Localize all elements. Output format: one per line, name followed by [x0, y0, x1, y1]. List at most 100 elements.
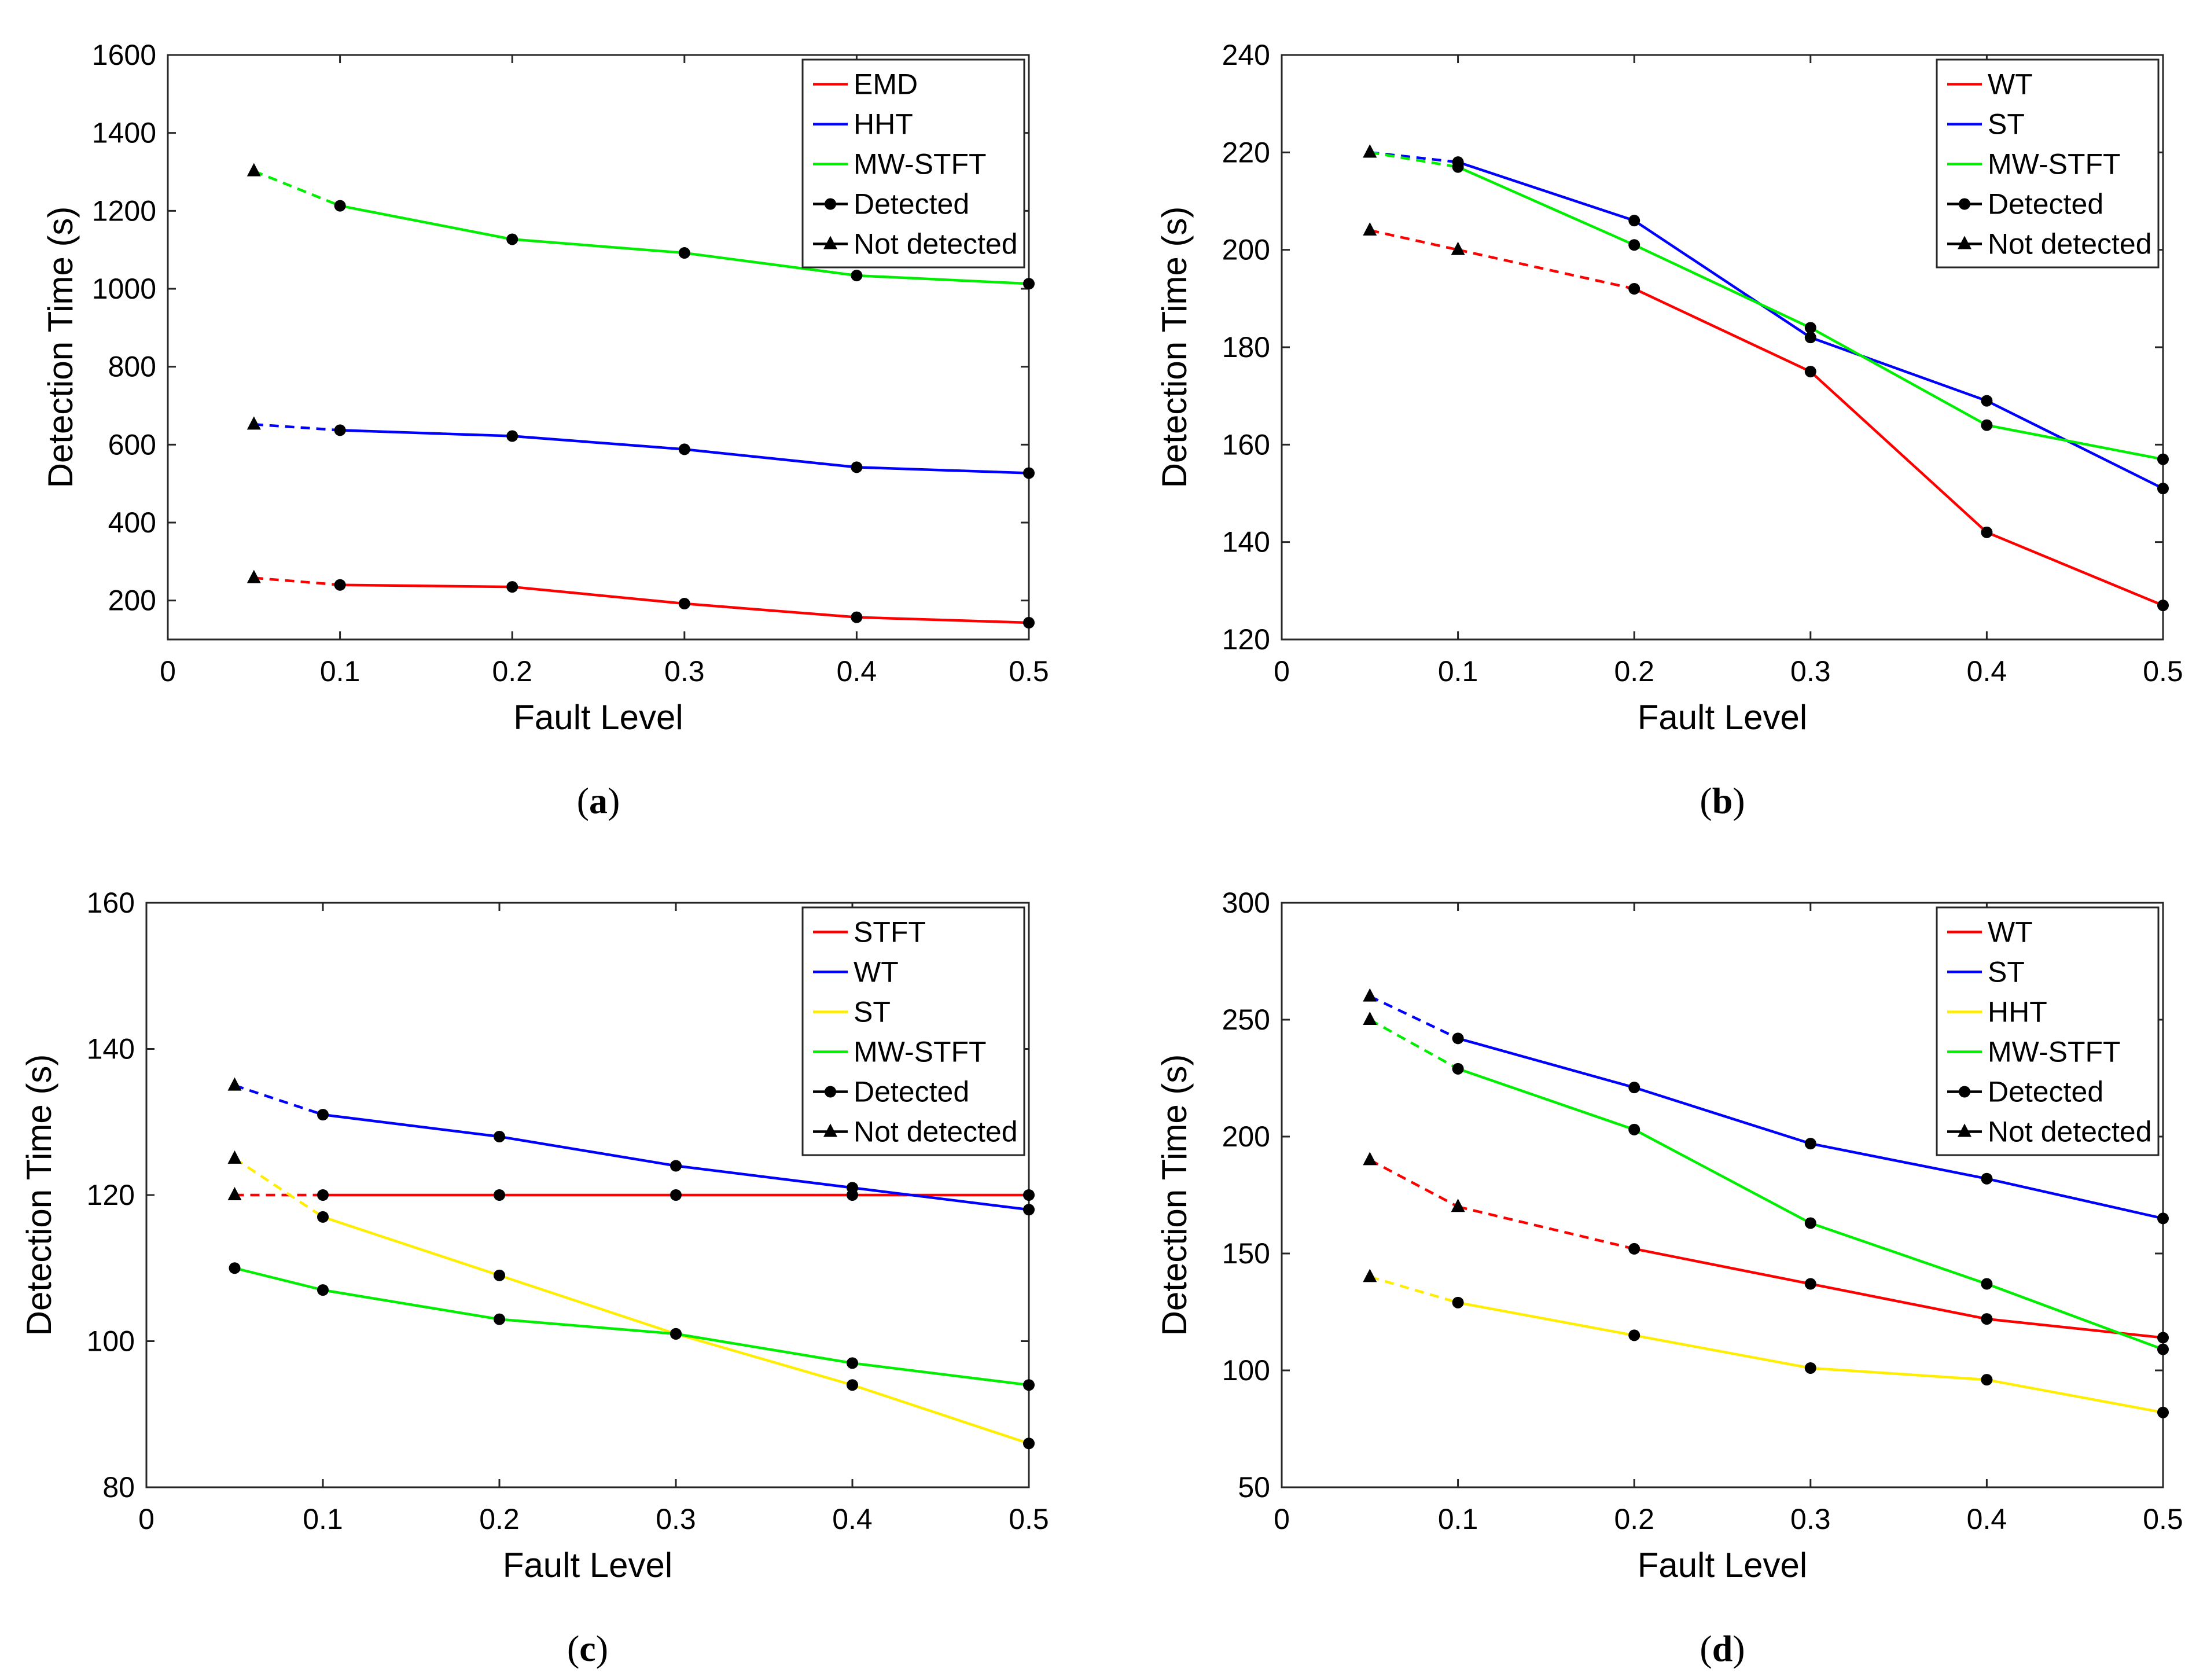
- chart-panel-b: 0 0.1 0.2 0.3 0.4 0.5 120 140 160 180 200 220 240 Fau…: [1155, 39, 2183, 821]
- series-segment: [1986, 531, 2164, 607]
- y-tick-label: 200: [1222, 1120, 1270, 1153]
- series-segment: [1634, 1334, 1811, 1370]
- series-segment: [1810, 1366, 1987, 1381]
- legend: EMD HHT MW-STFT Detected Not detected: [801, 58, 1025, 269]
- marker-detected: [1981, 395, 1993, 407]
- x-tick-label: 0.3: [664, 655, 705, 688]
- marker-detected: [229, 1262, 241, 1274]
- legend: STFT WT ST MW-STFT Detected Not detected: [801, 906, 1025, 1156]
- series-st: [1363, 988, 2169, 1225]
- marker-not-detected: [247, 163, 261, 177]
- marker-detected: [2157, 1343, 2169, 1355]
- legend-label: Detected: [854, 188, 969, 220]
- series-segment: [512, 238, 685, 255]
- marker-detected: [1628, 1329, 1640, 1341]
- y-tick-label: 100: [87, 1325, 135, 1358]
- marker-not-detected: [1363, 222, 1377, 236]
- x-tick-label: 0.1: [303, 1503, 343, 1535]
- legend: WT ST MW-STFT Detected Not detected: [1936, 58, 2160, 269]
- series-segment: [1810, 1282, 1987, 1321]
- legend-label: WT: [1988, 68, 2033, 101]
- marker-detected: [1628, 215, 1640, 227]
- y-axis-label: Detection Time (s): [1155, 207, 1194, 488]
- series-segment: [1809, 370, 1988, 534]
- series-segment: [1633, 219, 1812, 339]
- marker-detected: [1804, 1362, 1816, 1374]
- series-segment: [1987, 1317, 2164, 1339]
- marker-detected: [851, 270, 863, 282]
- marker-detected: [847, 1379, 858, 1391]
- legend-marker-not-detected: [823, 1123, 837, 1137]
- marker-not-detected: [1363, 988, 1377, 1002]
- marker-not-detected: [1363, 1152, 1377, 1166]
- marker-detected: [1023, 1438, 1035, 1450]
- series-segment: [1986, 399, 2164, 490]
- marker-detected: [317, 1189, 329, 1201]
- marker-detected: [1452, 1296, 1464, 1308]
- marker-detected: [1452, 1063, 1464, 1075]
- legend-label: MW-STFT: [1988, 1036, 2121, 1068]
- panel-caption-letter: d: [1712, 1628, 1733, 1669]
- series-mw-stft: [247, 163, 1035, 290]
- y-tick-label: 80: [102, 1471, 135, 1503]
- legend-marker-detected: [825, 198, 836, 210]
- x-tick-label: 0: [160, 655, 176, 688]
- marker-detected: [678, 598, 690, 610]
- marker-detected: [1981, 1374, 1993, 1386]
- series-segment: [675, 1164, 853, 1189]
- y-tick-label: 200: [1222, 234, 1270, 266]
- legend-label: EMD: [854, 68, 918, 101]
- y-tick-label: 600: [108, 428, 156, 461]
- x-tick-label: 0.4: [832, 1503, 873, 1535]
- marker-detected: [1804, 1278, 1816, 1290]
- marker-detected: [317, 1211, 329, 1223]
- series-segment: [340, 429, 513, 438]
- legend-label: Not detected: [1988, 1116, 2152, 1148]
- panel-caption-letter: b: [1712, 780, 1733, 821]
- marker-detected: [494, 1189, 505, 1201]
- marker-detected: [1804, 322, 1816, 334]
- legend-marker-detected: [825, 1086, 836, 1098]
- series-segment: [499, 1274, 676, 1336]
- legend-label: ST: [1988, 108, 2025, 141]
- series-segment-not-detected: [1369, 1019, 1459, 1070]
- panel-caption: (a): [577, 780, 620, 821]
- marker-detected: [506, 430, 518, 442]
- marker-detected: [1628, 239, 1640, 251]
- marker-detected: [506, 233, 518, 245]
- x-tick-label: 0: [1274, 655, 1290, 688]
- legend-marker-not-detected: [1958, 1123, 1971, 1137]
- series-wt: [1363, 222, 2169, 612]
- series-segment: [675, 1332, 853, 1387]
- marker-detected: [1981, 1278, 1993, 1290]
- marker-detected: [1981, 1172, 1993, 1185]
- x-tick-label: 0.5: [1009, 1503, 1049, 1535]
- marker-detected: [1981, 526, 1993, 538]
- marker-not-detected: [1451, 241, 1465, 255]
- y-tick-label: 150: [1222, 1237, 1270, 1270]
- y-tick-label: 1200: [92, 194, 156, 227]
- y-axis-label: Detection Time (s): [41, 207, 80, 488]
- y-tick-label: 220: [1222, 136, 1270, 168]
- x-tick-label: 0.5: [2143, 655, 2183, 688]
- panel-caption: (d): [1700, 1628, 1745, 1669]
- marker-not-detected: [1363, 1012, 1377, 1025]
- series-hht: [1363, 1269, 2169, 1418]
- legend-label: ST: [1988, 956, 2025, 988]
- chart-panel-a: 0 0.1 0.2 0.3 0.4 0.5 200 400 600 800 1000 1200 1400…: [41, 39, 1049, 821]
- y-tick-label: 400: [108, 506, 156, 539]
- marker-detected: [2157, 483, 2169, 495]
- series-segment: [852, 1362, 1029, 1387]
- marker-not-detected: [1363, 1269, 1377, 1282]
- series-segment: [340, 583, 513, 589]
- marker-not-detected: [1363, 144, 1377, 158]
- series-segment: [1457, 1067, 1635, 1131]
- x-axis-label: Fault Level: [1638, 698, 1808, 737]
- marker-detected: [1023, 1379, 1035, 1391]
- marker-detected: [670, 1160, 682, 1172]
- x-axis-label: Fault Level: [503, 1546, 673, 1585]
- x-tick-label: 0.2: [492, 655, 532, 688]
- marker-not-detected: [247, 569, 261, 583]
- series-segment: [512, 435, 685, 451]
- y-tick-label: 240: [1222, 39, 1270, 71]
